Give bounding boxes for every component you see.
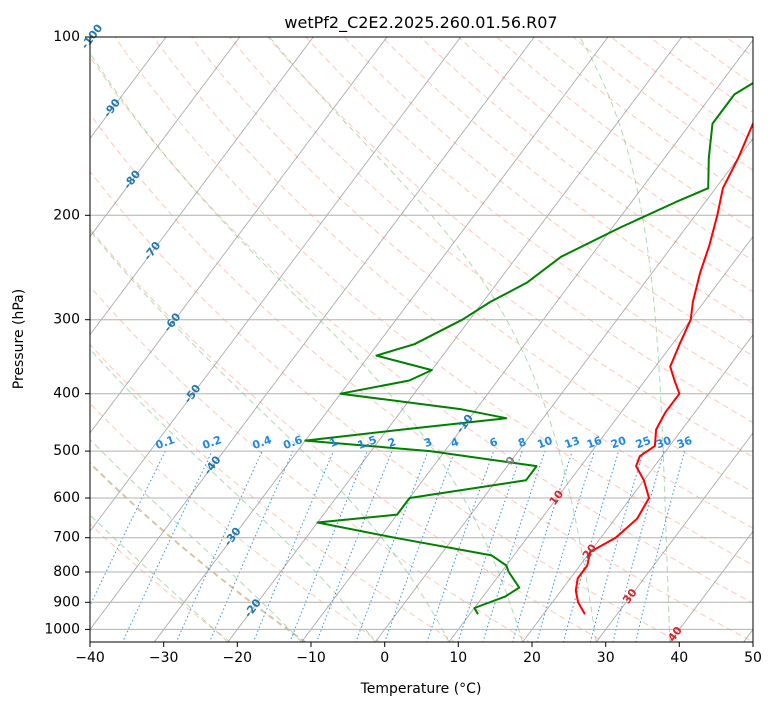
isotherm-line xyxy=(153,37,609,642)
isotherm-line xyxy=(90,37,535,631)
moist-adiabat xyxy=(90,229,450,642)
y-tick-label: 100 xyxy=(53,29,80,45)
moist-adiabat xyxy=(579,37,671,642)
dry-adiabat xyxy=(90,56,753,604)
mixing-ratio-line xyxy=(612,450,665,642)
dry-adiabat xyxy=(343,37,753,357)
isotherm-line xyxy=(90,37,462,532)
dry-adiabat xyxy=(90,170,680,642)
chart-title: wetPf2_C2E2.2025.260.01.56.R07 xyxy=(284,13,557,33)
moist-adiabat xyxy=(90,514,229,642)
x-tick-label: −30 xyxy=(149,650,179,666)
temperature-profile-line xyxy=(574,121,753,615)
mixing-ratio-line xyxy=(316,450,393,642)
y-tick-label: 200 xyxy=(53,207,80,223)
axes-layer: −40 −30 −20 −10 0 10 20 30 40 5010020030040050060… xyxy=(44,29,762,666)
isotherm-line xyxy=(374,137,753,642)
moist-adiabat xyxy=(90,348,376,642)
dry-adiabat xyxy=(190,37,753,493)
isotherm-line xyxy=(301,39,753,642)
dry-adiabat xyxy=(572,37,753,171)
dewpoint-profile-line xyxy=(304,81,753,615)
x-tick-label: 40 xyxy=(670,650,688,666)
dry-adiabat xyxy=(419,37,753,293)
isotherm-line xyxy=(669,530,753,642)
mixing-ratio-line xyxy=(562,450,620,642)
dry-adiabat xyxy=(610,37,753,142)
dry-adiabat xyxy=(90,461,307,642)
moist-adiabat xyxy=(90,52,524,642)
y-tick-label: 500 xyxy=(53,443,80,459)
dry-adiabat xyxy=(114,37,753,566)
x-tick-label: −10 xyxy=(296,650,326,666)
isotherm-line xyxy=(595,432,753,642)
mixing-ratio-line xyxy=(209,450,294,642)
isotherm-line xyxy=(522,334,753,642)
dry-adiabat xyxy=(534,37,753,201)
x-tick-label: −20 xyxy=(223,650,253,666)
mixing-ratio-label: 1.5 xyxy=(356,433,379,452)
y-tick-label: 1000 xyxy=(44,621,80,637)
mixing-ratio-label: 30 xyxy=(654,434,673,452)
mixing-ratio-line xyxy=(635,450,686,642)
y-tick-label: 900 xyxy=(53,594,80,610)
x-tick-label: 30 xyxy=(597,650,615,666)
mixing-ratio-line xyxy=(252,450,335,642)
dry-adiabat xyxy=(496,37,753,231)
isotherm-line xyxy=(90,37,241,238)
mixing-ratio-label: 0.4 xyxy=(251,433,274,452)
mixing-ratio-label: 3 xyxy=(422,435,434,450)
mixing-ratio-label: 4 xyxy=(449,435,461,450)
y-tick-label: 600 xyxy=(53,490,80,506)
mixing-ratio-label: 6 xyxy=(488,435,500,450)
isotherm-line xyxy=(90,37,388,434)
y-tick-label: 800 xyxy=(53,564,80,580)
mixing-ratio-label: 2 xyxy=(386,435,398,450)
x-tick-label: 20 xyxy=(523,650,541,666)
y-tick-label: 400 xyxy=(53,386,80,402)
background-lines-layer xyxy=(90,37,753,642)
x-tick-label: −40 xyxy=(75,650,105,666)
mixing-ratio-line xyxy=(90,450,166,607)
x-tick-label: 0 xyxy=(380,650,389,666)
pressure-grid-layer xyxy=(90,37,753,630)
mixing-ratio-line xyxy=(536,450,595,642)
plot-frame xyxy=(89,36,754,643)
mixing-ratio-label: 16 xyxy=(585,434,604,452)
mixing-ratio-line xyxy=(122,450,213,642)
x-tick-label: 50 xyxy=(744,650,762,666)
mixing-ratio-label: 10 xyxy=(535,434,554,452)
moist-adiabat xyxy=(268,37,597,642)
x-axis-label: Temperature (°C) xyxy=(360,681,482,697)
mixing-ratio-label: 8 xyxy=(516,435,528,450)
profiles-layer xyxy=(304,81,753,615)
y-axis-label: Pressure (hPa) xyxy=(11,289,27,389)
isotherm-line xyxy=(227,37,683,642)
x-tick-label: 10 xyxy=(449,650,467,666)
dry-adiabat xyxy=(90,113,753,642)
mixing-ratio-label: 13 xyxy=(563,434,582,451)
mixing-ratio-line xyxy=(512,450,573,642)
mixing-ratio-line xyxy=(589,450,644,642)
mixing-ratio-label: 1 xyxy=(328,435,340,450)
dry-adiabat xyxy=(457,37,753,262)
mixing-ratio-line xyxy=(175,450,263,642)
isotherm-line xyxy=(448,235,753,642)
dry-adiabat xyxy=(152,37,753,529)
mixing-ratio-label: 25 xyxy=(634,434,653,451)
isotherm-line xyxy=(90,37,314,336)
mixing-ratio-line xyxy=(355,450,429,642)
mixing-ratio-label: 0.1 xyxy=(154,433,177,452)
dry-adiabat xyxy=(90,285,531,642)
mixing-ratio-line xyxy=(289,450,368,642)
y-tick-label: 700 xyxy=(53,530,80,546)
mixing-ratio-label: 20 xyxy=(609,434,628,452)
y-tick-label: 300 xyxy=(53,312,80,328)
mixing-ratio-label: 36 xyxy=(675,434,694,452)
mixing-ratio-label: 0.2 xyxy=(201,433,224,452)
dry-adiabat xyxy=(381,37,753,325)
mixing-ratio-label: 0.6 xyxy=(281,433,304,452)
